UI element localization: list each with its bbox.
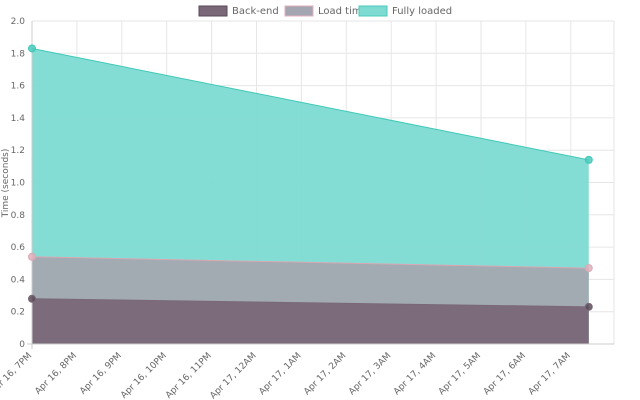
axes <box>27 21 614 349</box>
legend: Back-end Load time Fully loaded <box>198 5 452 17</box>
legend-label: Back-end <box>232 6 279 17</box>
legend-swatch <box>358 5 388 17</box>
y-tick-label: 1.0 <box>11 179 26 189</box>
y-axis-title: Time (seconds) <box>1 149 11 219</box>
x-tick-label: Apr 17, 5AM <box>437 351 483 397</box>
y-tick-label: 0.8 <box>11 211 26 221</box>
x-tick-label: Apr 16, 11PM <box>164 351 214 400</box>
point-back-end[interactable] <box>28 294 36 303</box>
x-tick-label: Apr 16, 8PM <box>33 351 79 397</box>
x-tick-label: Apr 17, 7AM <box>527 351 573 397</box>
legend-swatch <box>198 5 228 17</box>
y-tick-label: 1.2 <box>11 146 25 156</box>
series-points <box>28 44 593 311</box>
x-tick-label: Apr 17, 6AM <box>482 351 528 397</box>
legend-label: Load time <box>318 6 368 17</box>
x-tick-label: Apr 17, 12AM <box>208 351 258 400</box>
legend-label: Fully loaded <box>392 6 452 17</box>
legend-item-fully-loaded[interactable]: Fully loaded <box>358 5 452 17</box>
y-tick-label: 0.4 <box>11 275 26 285</box>
x-tick-label: Apr 16, 9PM <box>78 351 124 397</box>
point-load-time[interactable] <box>584 264 593 273</box>
line-fully-loaded <box>31 47 589 161</box>
series-areas <box>31 47 589 344</box>
point-fully-loaded[interactable] <box>584 155 593 164</box>
legend-item-load-time[interactable]: Load time <box>284 5 368 17</box>
point-back-end[interactable] <box>584 302 593 311</box>
x-tick-label: Apr 16, 7PM <box>0 351 34 397</box>
y-tick-label: 1.4 <box>11 114 26 124</box>
x-tick-label: Apr 17, 3AM <box>347 351 393 397</box>
x-tick-label: Apr 16, 10PM <box>119 351 169 400</box>
x-tick-label: Apr 17, 4AM <box>392 351 438 397</box>
point-fully-loaded[interactable] <box>28 44 36 53</box>
y-tick-labels: 0 0.2 0.4 0.6 0.8 1.0 1.2 1.4 1.6 1.8 2.0 <box>11 17 26 350</box>
y-tick-label: 2.0 <box>11 17 26 27</box>
area-back-end <box>32 298 589 344</box>
legend-swatch <box>284 5 314 17</box>
line-load-time <box>31 256 589 269</box>
y-tick-label: 1.6 <box>11 82 26 92</box>
line-back-end <box>31 298 589 308</box>
x-tick-label: Apr 17, 1AM <box>257 351 303 397</box>
y-tick-label: 0 <box>19 340 25 350</box>
y-tick-label: 0.6 <box>11 243 26 253</box>
y-tick-label: 0.2 <box>11 308 25 318</box>
x-tick-label: Apr 17, 2AM <box>302 351 348 397</box>
point-load-time[interactable] <box>28 252 36 261</box>
y-tick-label: 1.8 <box>11 49 26 59</box>
legend-item-back-end[interactable]: Back-end <box>198 5 279 17</box>
